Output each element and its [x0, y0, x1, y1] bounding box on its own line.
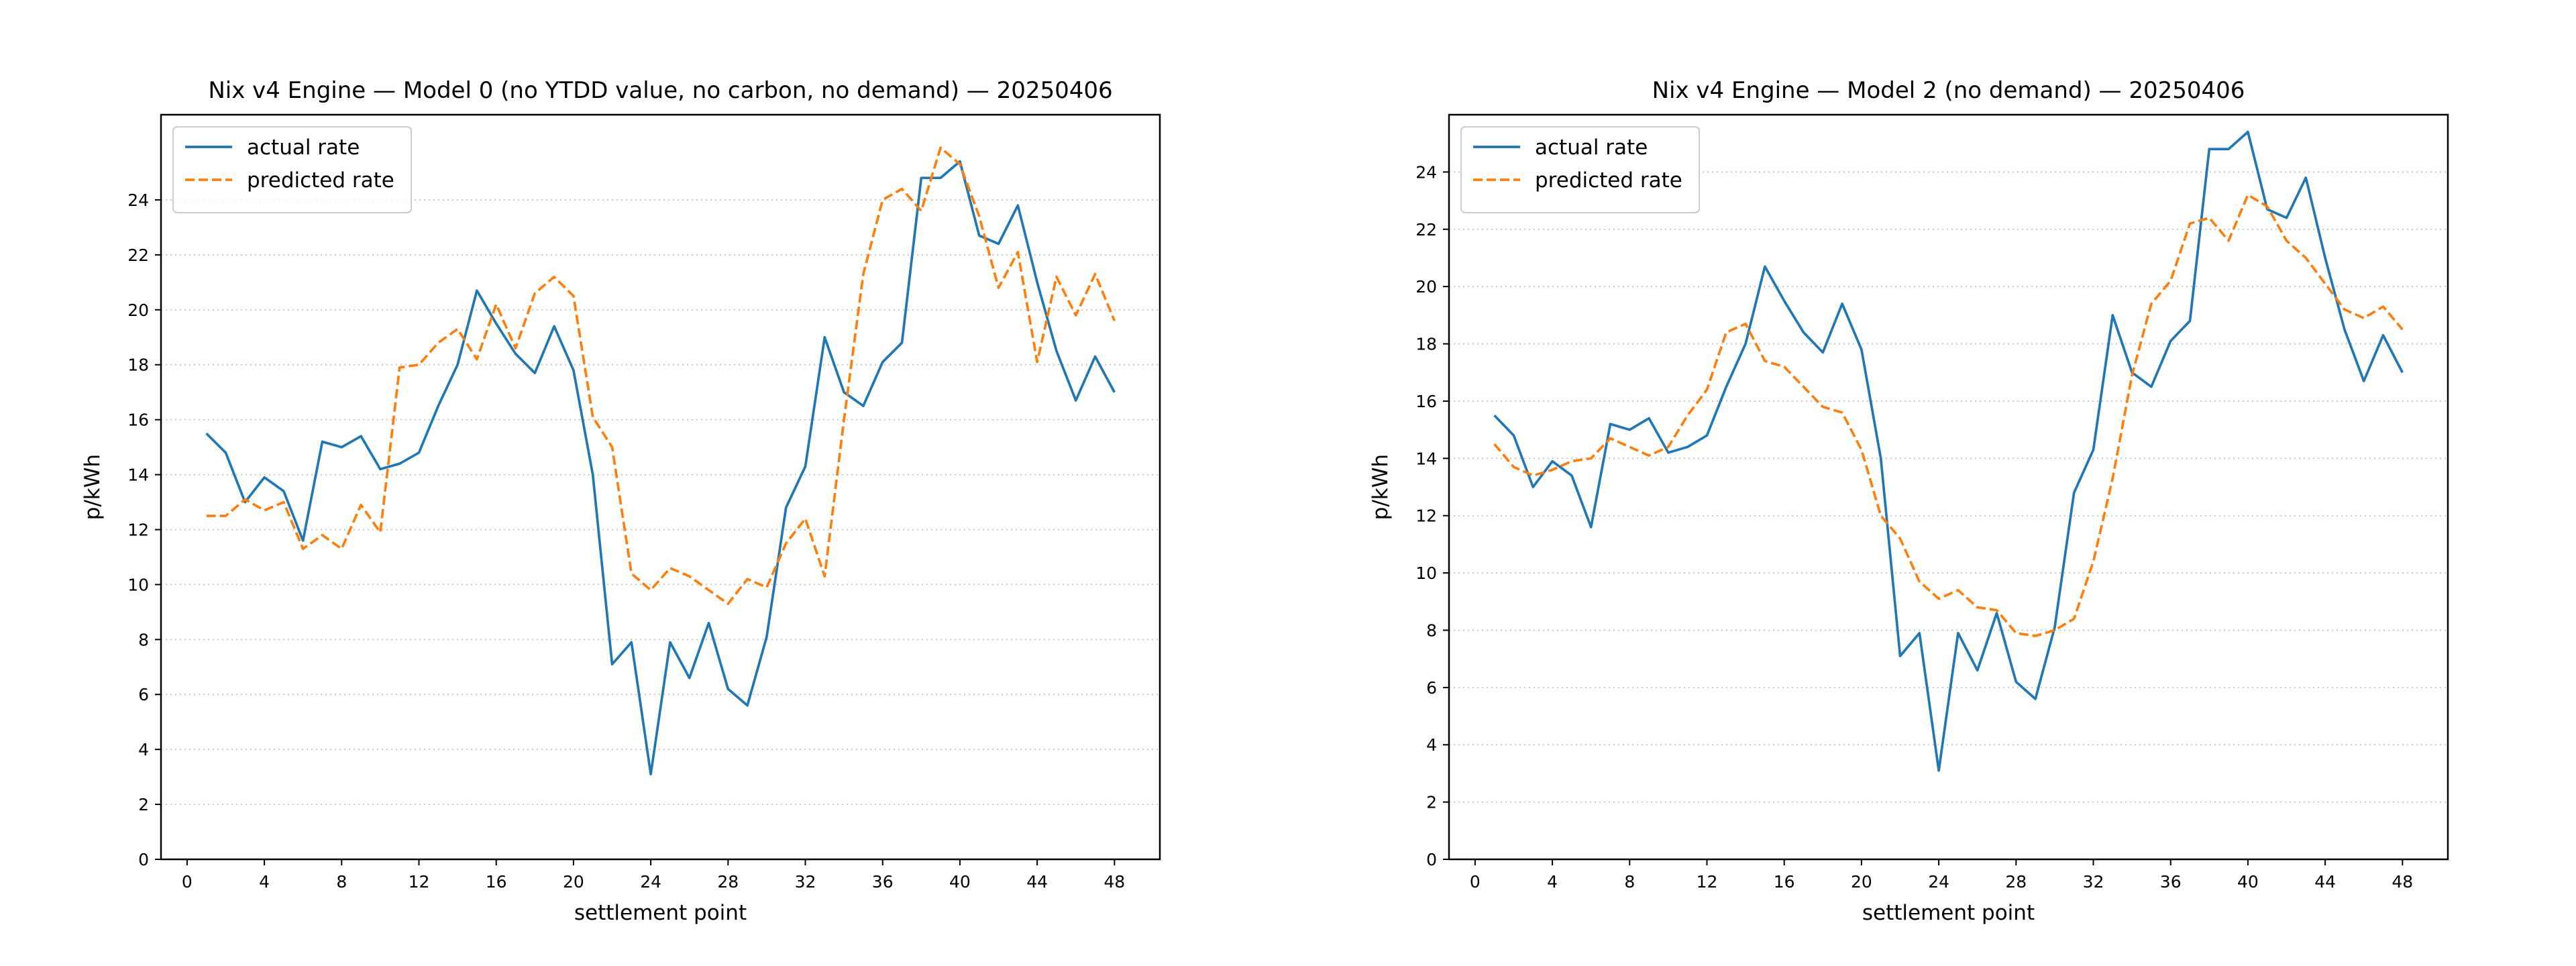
x-tick-label: 20: [1851, 872, 1872, 892]
y-tick-label: 8: [1426, 621, 1437, 640]
x-tick-label: 36: [872, 872, 894, 892]
y-tick-label: 12: [127, 520, 149, 539]
x-tick-label: 4: [259, 872, 270, 892]
x-tick-label: 24: [1928, 872, 1949, 892]
x-tick-label: 28: [2005, 872, 2027, 892]
y-tick-label: 18: [1415, 335, 1437, 354]
axes-frame: [1448, 113, 2449, 861]
x-tick-label: 12: [1697, 872, 1718, 892]
x-tick-label: 8: [336, 872, 347, 892]
legend-label: predicted rate: [247, 168, 394, 193]
x-tick-label: 20: [563, 872, 584, 892]
legend-label: predicted rate: [1535, 168, 1682, 193]
series-line: [205, 160, 1116, 775]
series-line: [206, 146, 1116, 605]
x-tick-label: 40: [2237, 872, 2259, 892]
y-tick-label: 2: [1426, 793, 1437, 812]
legend-label: actual rate: [247, 136, 360, 160]
x-tick-label: 44: [2314, 872, 2336, 892]
legend-box: [1460, 126, 1700, 213]
x-axis-label: settlement point: [1862, 901, 2035, 925]
y-tick-label: 4: [1426, 735, 1437, 755]
x-tick-label: 32: [2083, 872, 2104, 892]
y-tick-label: 6: [138, 685, 149, 704]
x-tick-label: 0: [182, 872, 193, 892]
x-tick-label: 12: [409, 872, 430, 892]
y-tick-label: 18: [127, 356, 149, 375]
x-tick-label: 24: [640, 872, 661, 892]
x-tick-label: 48: [1104, 872, 1125, 892]
x-tick-label: 36: [2160, 872, 2182, 892]
x-axis-label: settlement point: [574, 901, 747, 925]
y-tick-label: 16: [127, 411, 149, 430]
chart-title: Nix v4 Engine — Model 2 (no demand) — 20…: [1652, 77, 2245, 104]
y-tick-label: 4: [138, 740, 149, 759]
y-tick-label: 0: [1426, 850, 1437, 869]
y-tick-label: 22: [127, 246, 149, 265]
legend-label: actual rate: [1535, 136, 1648, 160]
y-tick-label: 20: [1415, 277, 1437, 297]
x-tick-label: 28: [717, 872, 739, 892]
x-tick-label: 44: [1026, 872, 1048, 892]
y-tick-label: 10: [1415, 564, 1437, 583]
y-tick-label: 0: [138, 850, 149, 869]
x-tick-label: 40: [949, 872, 971, 892]
y-tick-label: 14: [127, 466, 149, 485]
x-tick-label: 4: [1547, 872, 1558, 892]
x-tick-label: 16: [486, 872, 507, 892]
y-tick-label: 20: [127, 301, 149, 320]
y-tick-label: 6: [1426, 678, 1437, 698]
axes-frame: [160, 113, 1161, 861]
y-tick-label: 12: [1415, 506, 1437, 526]
x-tick-label: 48: [2392, 872, 2413, 892]
series-line: [1493, 193, 2404, 637]
chart-title: Nix v4 Engine — Model 0 (no YTDD value, …: [208, 77, 1112, 104]
x-tick-label: 8: [1624, 872, 1635, 892]
x-tick-label: 32: [795, 872, 816, 892]
y-axis-label: p/kWh: [1368, 454, 1393, 520]
y-tick-label: 16: [1415, 392, 1437, 411]
y-tick-label: 10: [127, 575, 149, 594]
y-tick-label: 24: [127, 191, 149, 210]
legend-box: [172, 126, 412, 213]
y-tick-label: 24: [1415, 162, 1437, 182]
y-tick-label: 22: [1415, 220, 1437, 239]
y-tick-label: 2: [138, 795, 149, 814]
series-line: [1493, 130, 2404, 772]
y-axis-label: p/kWh: [80, 454, 105, 520]
y-tick-label: 14: [1415, 449, 1437, 468]
x-tick-label: 0: [1470, 872, 1481, 892]
x-tick-label: 16: [1774, 872, 1795, 892]
y-tick-label: 8: [138, 630, 149, 649]
